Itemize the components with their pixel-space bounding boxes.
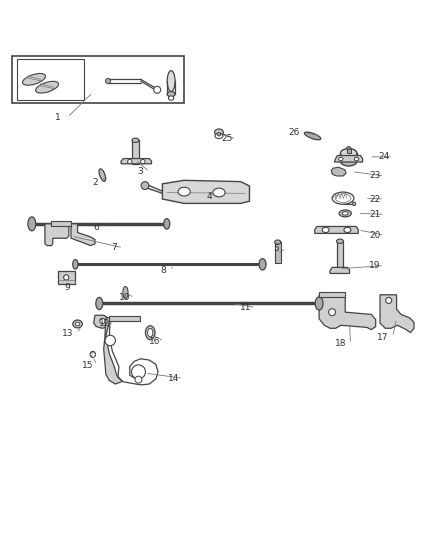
Ellipse shape bbox=[340, 156, 357, 166]
Text: 10: 10 bbox=[119, 293, 131, 302]
Text: 8: 8 bbox=[160, 266, 166, 276]
Ellipse shape bbox=[215, 129, 223, 136]
Text: 7: 7 bbox=[111, 243, 117, 252]
Bar bbox=[58, 271, 74, 284]
Ellipse shape bbox=[73, 260, 78, 269]
Ellipse shape bbox=[145, 326, 155, 340]
Polygon shape bbox=[319, 295, 376, 329]
Polygon shape bbox=[121, 158, 152, 164]
Ellipse shape bbox=[132, 138, 139, 142]
Circle shape bbox=[105, 335, 116, 346]
Polygon shape bbox=[45, 224, 69, 246]
Ellipse shape bbox=[178, 187, 190, 196]
Bar bbox=[17, 59, 84, 100]
Circle shape bbox=[141, 182, 149, 189]
Bar bbox=[275, 242, 281, 263]
Ellipse shape bbox=[28, 217, 36, 231]
Text: 23: 23 bbox=[369, 172, 381, 181]
Circle shape bbox=[127, 159, 132, 164]
Polygon shape bbox=[71, 224, 95, 246]
Ellipse shape bbox=[346, 147, 351, 150]
Ellipse shape bbox=[164, 219, 170, 229]
Ellipse shape bbox=[340, 149, 357, 158]
Text: 19: 19 bbox=[369, 261, 381, 270]
Ellipse shape bbox=[354, 157, 359, 161]
Text: 9: 9 bbox=[65, 283, 71, 292]
Ellipse shape bbox=[332, 192, 354, 204]
Polygon shape bbox=[330, 268, 350, 273]
Ellipse shape bbox=[148, 328, 153, 337]
Bar bbox=[110, 316, 140, 321]
Bar bbox=[51, 221, 71, 227]
Ellipse shape bbox=[167, 92, 175, 97]
Text: 12: 12 bbox=[99, 319, 110, 328]
Circle shape bbox=[352, 202, 356, 206]
Text: 4: 4 bbox=[207, 192, 212, 201]
Bar bbox=[319, 292, 345, 297]
Ellipse shape bbox=[339, 157, 343, 161]
Circle shape bbox=[217, 133, 221, 136]
Ellipse shape bbox=[322, 228, 329, 232]
Polygon shape bbox=[162, 180, 250, 204]
Ellipse shape bbox=[339, 210, 351, 217]
Text: 2: 2 bbox=[92, 178, 98, 187]
Bar bbox=[336, 241, 343, 272]
Circle shape bbox=[328, 309, 336, 316]
Text: 21: 21 bbox=[369, 210, 381, 219]
Ellipse shape bbox=[275, 240, 281, 244]
Text: 24: 24 bbox=[378, 152, 389, 161]
Ellipse shape bbox=[99, 169, 106, 181]
Text: 5: 5 bbox=[274, 244, 279, 253]
Polygon shape bbox=[315, 227, 358, 233]
Text: 6: 6 bbox=[93, 223, 99, 232]
Text: 18: 18 bbox=[335, 340, 346, 349]
Ellipse shape bbox=[96, 297, 103, 310]
Polygon shape bbox=[104, 318, 122, 384]
Ellipse shape bbox=[73, 320, 82, 328]
Polygon shape bbox=[94, 315, 110, 328]
Circle shape bbox=[106, 78, 111, 84]
Ellipse shape bbox=[335, 194, 351, 203]
Ellipse shape bbox=[344, 228, 351, 232]
Ellipse shape bbox=[75, 322, 80, 326]
Ellipse shape bbox=[213, 188, 225, 197]
Circle shape bbox=[141, 159, 145, 164]
Ellipse shape bbox=[304, 132, 321, 140]
Text: 15: 15 bbox=[82, 361, 93, 370]
Text: 25: 25 bbox=[221, 134, 233, 143]
Ellipse shape bbox=[123, 287, 128, 298]
Polygon shape bbox=[380, 295, 414, 333]
Ellipse shape bbox=[342, 212, 348, 215]
Circle shape bbox=[100, 318, 105, 324]
Text: 16: 16 bbox=[149, 337, 160, 346]
Ellipse shape bbox=[215, 133, 223, 139]
Polygon shape bbox=[334, 156, 363, 162]
Ellipse shape bbox=[336, 239, 343, 244]
Text: 20: 20 bbox=[369, 231, 381, 240]
Circle shape bbox=[386, 297, 392, 303]
Ellipse shape bbox=[167, 71, 175, 92]
Text: 1: 1 bbox=[55, 112, 61, 122]
Ellipse shape bbox=[22, 74, 46, 85]
Text: 13: 13 bbox=[62, 329, 73, 338]
Circle shape bbox=[64, 275, 69, 280]
Bar bbox=[132, 140, 139, 164]
Text: 17: 17 bbox=[377, 333, 389, 342]
Text: 14: 14 bbox=[168, 374, 180, 383]
Bar bbox=[12, 56, 184, 103]
Circle shape bbox=[154, 86, 161, 93]
Ellipse shape bbox=[35, 82, 59, 93]
Ellipse shape bbox=[169, 96, 174, 100]
Text: 11: 11 bbox=[240, 303, 252, 312]
Ellipse shape bbox=[90, 351, 95, 358]
Text: 3: 3 bbox=[137, 167, 143, 176]
Ellipse shape bbox=[315, 297, 323, 310]
Ellipse shape bbox=[259, 259, 266, 270]
Text: 26: 26 bbox=[288, 128, 300, 137]
Polygon shape bbox=[331, 167, 346, 176]
Bar bbox=[346, 148, 351, 154]
Text: 22: 22 bbox=[369, 195, 381, 204]
Circle shape bbox=[131, 365, 145, 379]
Circle shape bbox=[135, 376, 142, 383]
